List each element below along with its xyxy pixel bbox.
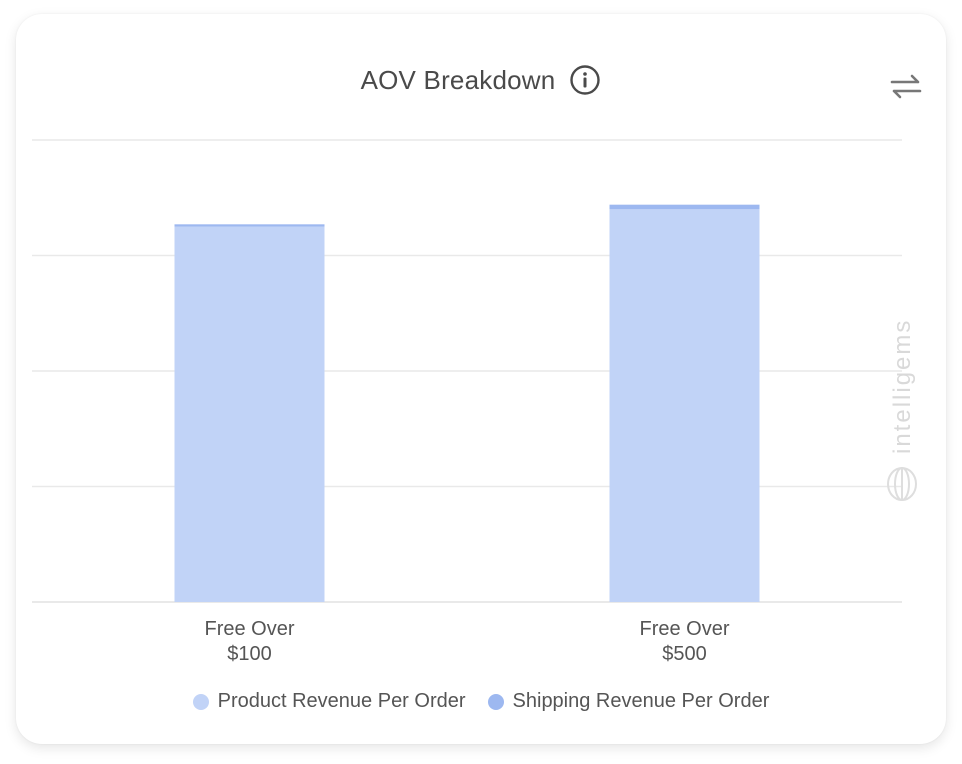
watermark-text: intelligems [889, 319, 916, 454]
x-tick-labels: Free Over $100 Free Over $500 [204, 618, 729, 665]
legend-swatch-shipping [487, 693, 504, 710]
legend-label-shipping: Shipping Revenue Per Order [512, 690, 770, 712]
bar-shipping-2[interactable] [609, 204, 760, 210]
intelligems-watermark: intelligems [887, 319, 917, 501]
legend-label-product: Product Revenue Per Order [217, 690, 466, 712]
legend-item-product-revenue[interactable]: Product Revenue Per Order [192, 690, 466, 713]
x-tick-label-line: $100 [227, 643, 272, 665]
swap-arrows-icon[interactable] [888, 72, 924, 100]
chart-title: AOV Breakdown [360, 64, 556, 95]
x-tick-label-line: $500 [662, 643, 707, 665]
info-circle-icon[interactable] [569, 64, 601, 96]
aov-breakdown-card: AOV Breakdown Free Over $100 Free Over $500… [16, 14, 946, 744]
bar-product-1[interactable] [174, 226, 325, 602]
x-tick-label: Free Over $500 [639, 618, 729, 665]
legend-swatch-product [192, 693, 209, 710]
bar-shipping-1[interactable] [174, 224, 325, 227]
x-tick-label-line: Free Over [204, 618, 294, 640]
x-tick-label-line: Free Over [639, 618, 729, 640]
legend-item-shipping-revenue[interactable]: Shipping Revenue Per Order [487, 690, 770, 713]
intelligems-logo-icon [887, 467, 917, 501]
chart-legend: Product Revenue Per Order Shipping Reven… [16, 690, 946, 713]
chart-header: AOV Breakdown [16, 64, 946, 96]
bars [174, 204, 760, 603]
bar-product-2[interactable] [609, 209, 760, 603]
x-tick-label: Free Over $100 [204, 618, 294, 665]
aov-bar-chart: Free Over $100 Free Over $500 [32, 139, 902, 665]
grid-lines [32, 139, 902, 603]
